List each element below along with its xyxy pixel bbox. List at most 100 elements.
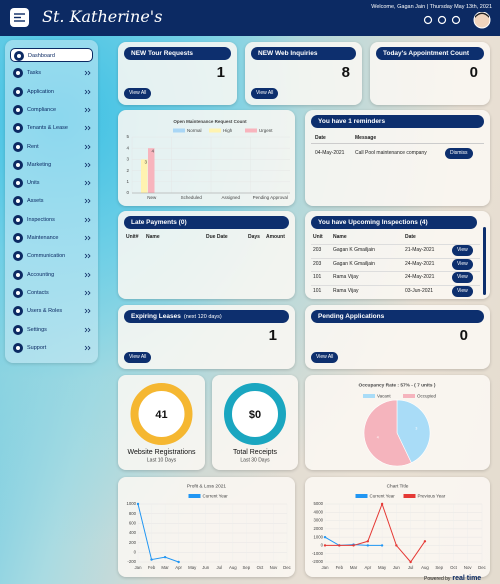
y-tick-label: 1000: [126, 501, 136, 506]
sidebar-item[interactable]: Tenants & Lease: [10, 121, 93, 135]
chart: [13, 233, 91, 243]
chevron: [84, 254, 91, 259]
sidebar-icon-glyph: [16, 345, 20, 350]
chevron: [84, 327, 91, 332]
header-icon[interactable]: [437, 15, 447, 25]
sidebar-item[interactable]: Communication: [10, 249, 93, 263]
card-header: You have Upcoming Inspections (4): [311, 216, 477, 229]
view-button[interactable]: View: [452, 285, 473, 297]
point: [136, 502, 140, 506]
x-tick-label: May: [188, 565, 197, 570]
chevron: [84, 144, 91, 149]
brand: St. Katherine's: [42, 7, 163, 26]
column-header: Name: [333, 234, 347, 240]
stat-value: 1: [216, 64, 225, 81]
sidebar-item[interactable]: Maintenance: [10, 231, 93, 245]
pie-slice: [396, 399, 431, 464]
header-icon[interactable]: [451, 15, 461, 25]
column-header: Date: [315, 135, 326, 141]
card-header: NEW Tour Requests: [124, 47, 231, 60]
chart: Occupancy Rate : 57% - ( 7 units ) Vacant…: [358, 382, 437, 467]
view-all-button[interactable]: View All: [124, 352, 152, 363]
donut-label: Total Receipts: [233, 449, 277, 456]
donut-label: Website Registrations: [128, 449, 196, 456]
view-button[interactable]: View: [452, 272, 473, 283]
sidebar-icon-glyph: [16, 254, 20, 259]
card-header: You have 1 reminders: [311, 115, 484, 128]
view-button[interactable]: View: [452, 245, 473, 256]
chart: [13, 287, 91, 298]
x-tick-label: Nov: [270, 565, 278, 570]
sidebar-item[interactable]: Assets: [10, 194, 93, 208]
legend-swatch: [173, 128, 185, 133]
legend-label: Normal: [187, 128, 202, 133]
donut-ring: [130, 383, 193, 445]
chart-title: Open Maintenance Request Count: [173, 119, 247, 124]
sidebar-item[interactable]: Settings: [10, 323, 93, 337]
card: NEW Tour Requests 1 View All: [118, 42, 237, 105]
chevron: [84, 217, 91, 222]
legend-swatch: [209, 128, 221, 133]
x-tick-label: Feb: [336, 565, 344, 570]
sidebar-item[interactable]: Dashboard: [10, 48, 93, 62]
chart: [13, 342, 91, 353]
sidebar-item[interactable]: Users & Roles: [10, 304, 93, 318]
view-all-button[interactable]: View All: [124, 88, 152, 99]
stat-value: 1: [268, 327, 277, 344]
sidebar-item[interactable]: Support: [10, 341, 93, 355]
card: Open Maintenance Request Count Normal High…: [118, 110, 295, 206]
y-tick-label: 600: [129, 520, 137, 525]
card: Late Payments (0) Unit# Name Due Date Days Am…: [118, 211, 295, 299]
chart-title: Profit & Loss 2021: [187, 483, 227, 489]
sidebar-item[interactable]: Application: [10, 85, 93, 99]
chart: [13, 86, 91, 97]
chart: [13, 178, 91, 189]
y-tick-label: 0: [321, 543, 324, 548]
x-tick-label: Apr: [175, 565, 182, 570]
chart: [13, 214, 91, 225]
sidebar-item[interactable]: Accounting: [10, 268, 93, 282]
column-header: Date: [405, 234, 416, 240]
chart: [13, 306, 91, 317]
sidebar-icon-glyph: [16, 217, 20, 222]
sidebar-item[interactable]: Contacts: [10, 286, 93, 300]
x-tick-label: Pending Approval: [253, 195, 288, 200]
card: Chart Title Current Year Previous Year -200…: [305, 477, 490, 577]
view-all-button[interactable]: View All: [311, 352, 339, 363]
footer-brand: real time: [452, 575, 482, 582]
cell: 03-Jun-2021: [405, 287, 434, 294]
chevron: [84, 71, 91, 76]
sidebar-item[interactable]: Units: [10, 176, 93, 190]
donut-value: 41: [155, 409, 167, 421]
sidebar-label: Contacts: [27, 289, 49, 296]
dismiss-button[interactable]: Dismiss: [445, 148, 473, 159]
legend-label: High: [223, 128, 233, 133]
chart: [423, 12, 491, 29]
sidebar-icon-glyph: [16, 199, 20, 204]
y-tick-label: 5000: [313, 501, 323, 506]
sidebar-item[interactable]: Tasks: [10, 66, 93, 80]
cell: Call Pool maintenance company: [355, 150, 427, 156]
y-tick-label: 0: [134, 549, 137, 554]
y-tick-label: 1000: [313, 534, 323, 539]
header-icon[interactable]: [423, 15, 433, 25]
slice-label: 4: [377, 435, 379, 439]
sidebar-item[interactable]: Compliance: [10, 103, 93, 117]
cell: 101: [313, 287, 322, 294]
x-tick-label: Jul: [217, 565, 223, 570]
x-tick-label: Nov: [464, 565, 472, 570]
chart: Chart Title Current Year Previous Year -200…: [312, 483, 487, 570]
sidebar-item[interactable]: Rent: [10, 140, 93, 154]
column-header: Unit#: [126, 234, 139, 240]
column-header: Unit: [313, 234, 323, 240]
legend-label: Current Year: [370, 494, 396, 499]
view-all-button[interactable]: View All: [251, 88, 279, 99]
cell: 24-May-2021: [405, 260, 435, 267]
sidebar-item[interactable]: Inspections: [10, 213, 93, 227]
card-header: Expiring Leases (next 120 days): [124, 310, 289, 323]
sidebar-item[interactable]: Marketing: [10, 158, 93, 172]
sidebar-label: Settings: [27, 326, 47, 333]
view-button[interactable]: View: [452, 258, 473, 270]
x-tick-label: Jun: [202, 565, 210, 570]
